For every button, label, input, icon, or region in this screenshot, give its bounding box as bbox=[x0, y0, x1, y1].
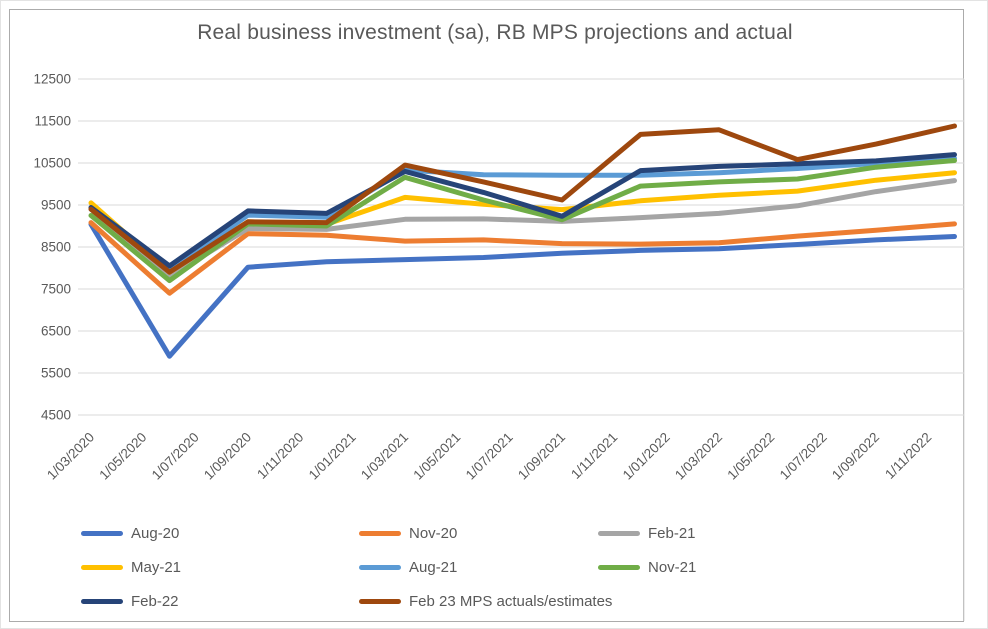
x-tick-label: 1/07/2020 bbox=[149, 430, 202, 483]
series-line-nov-20 bbox=[88, 220, 957, 296]
y-tick-label: 12500 bbox=[33, 72, 71, 87]
legend-swatch bbox=[81, 531, 123, 536]
legend-item-feb-23-mps-actuals-estimates[interactable]: Feb 23 MPS actuals/estimates bbox=[359, 593, 612, 610]
x-tick-label: 1/07/2022 bbox=[777, 430, 830, 483]
legend-item-may-21[interactable]: May-21 bbox=[81, 559, 181, 576]
series-line-nov-21 bbox=[88, 158, 957, 284]
x-tick-label: 1/07/2021 bbox=[463, 430, 516, 483]
legend-swatch bbox=[81, 599, 123, 604]
x-tick-label: 1/05/2021 bbox=[410, 430, 463, 483]
y-tick-label: 10500 bbox=[33, 156, 71, 171]
x-tick-label: 1/09/2020 bbox=[201, 430, 254, 483]
y-tick-label: 8500 bbox=[41, 240, 71, 255]
chart-title: Real business investment (sa), RB MPS pr… bbox=[197, 21, 793, 44]
legend-item-nov-20[interactable]: Nov-20 bbox=[359, 525, 457, 542]
legend-label: Nov-20 bbox=[409, 525, 458, 542]
x-tick-label: 1/01/2021 bbox=[306, 430, 359, 483]
x-tick-label: 1/03/2020 bbox=[44, 430, 97, 483]
x-tick-label: 1/09/2022 bbox=[829, 430, 882, 483]
legend-label: Feb-21 bbox=[648, 525, 696, 542]
series-line-feb-23-mps-actuals-estimates bbox=[88, 123, 957, 275]
legend-item-nov-21[interactable]: Nov-21 bbox=[598, 559, 696, 576]
series-line-aug-21 bbox=[88, 155, 957, 273]
chart-frame bbox=[9, 9, 964, 622]
legend-item-aug-21[interactable]: Aug-21 bbox=[359, 559, 457, 576]
x-tick-label: 1/11/2021 bbox=[568, 430, 620, 482]
legend-item-feb-22[interactable]: Feb-22 bbox=[81, 593, 179, 610]
legend-swatch bbox=[598, 531, 640, 536]
x-tick-label: 1/05/2022 bbox=[724, 430, 777, 483]
y-tick-label: 11500 bbox=[34, 114, 71, 129]
x-tick-label: 1/03/2022 bbox=[672, 430, 725, 483]
legend-label: Aug-21 bbox=[409, 559, 458, 576]
x-tick-label: 1/01/2022 bbox=[620, 430, 673, 483]
x-tick-label: 1/11/2020 bbox=[254, 430, 306, 482]
legend-swatch bbox=[359, 565, 401, 570]
legend-label: Feb-22 bbox=[131, 593, 179, 610]
legend-label: Nov-21 bbox=[648, 559, 697, 576]
series-line-aug-20 bbox=[88, 221, 957, 359]
legend-label: May-21 bbox=[131, 559, 182, 576]
x-tick-label: 1/11/2022 bbox=[882, 430, 934, 482]
y-tick-label: 9500 bbox=[41, 198, 71, 213]
legend-item-aug-20[interactable]: Aug-20 bbox=[81, 525, 179, 542]
x-tick-label: 1/05/2020 bbox=[96, 430, 149, 483]
legend-swatch bbox=[359, 599, 401, 604]
legend-label: Aug-20 bbox=[131, 525, 180, 542]
y-tick-label: 7500 bbox=[41, 282, 71, 297]
y-tick-label: 4500 bbox=[41, 408, 71, 423]
legend-item-feb-21[interactable]: Feb-21 bbox=[598, 525, 696, 542]
x-tick-label: 1/09/2021 bbox=[515, 430, 568, 483]
series-line-feb-21 bbox=[88, 178, 957, 279]
legend-swatch bbox=[81, 565, 123, 570]
legend-label: Feb 23 MPS actuals/estimates bbox=[409, 593, 613, 610]
legend-swatch bbox=[598, 565, 640, 570]
series-line-feb-22 bbox=[88, 152, 957, 269]
x-tick-label: 1/03/2021 bbox=[358, 430, 411, 483]
legend-swatch bbox=[359, 531, 401, 536]
y-tick-label: 5500 bbox=[41, 366, 71, 381]
y-tick-label: 6500 bbox=[41, 324, 71, 339]
